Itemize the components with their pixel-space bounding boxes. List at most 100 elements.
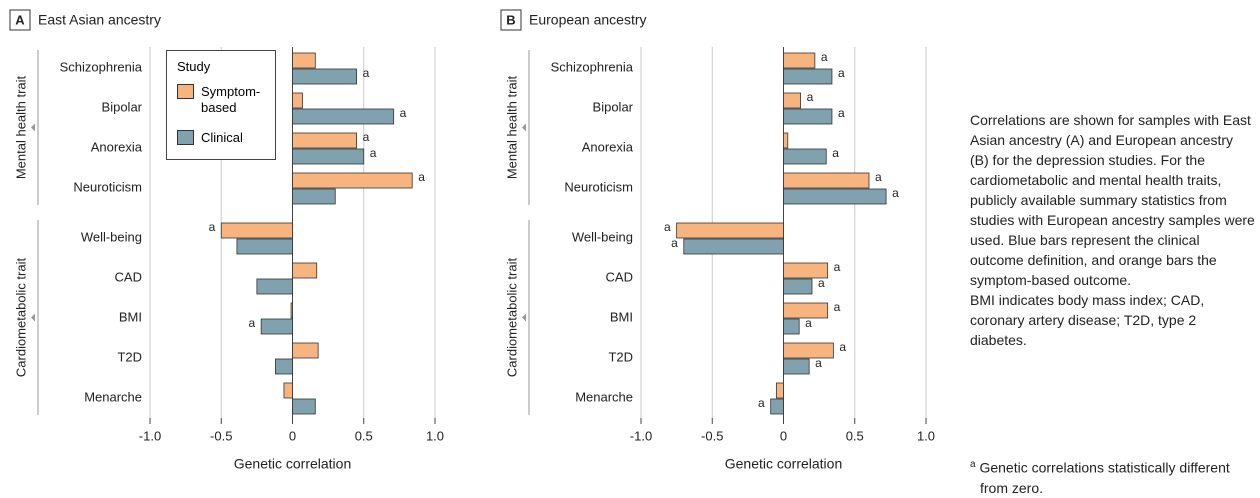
category-label: BMI [610,309,633,324]
group-arrow [522,123,526,132]
legend-label: Symptom-based [201,84,261,115]
bar [292,68,358,85]
x-tick-label: -1.0 [630,428,652,443]
bar [770,398,784,415]
bar [292,398,316,415]
x-tick-label: 0.5 [355,428,373,443]
bar [274,358,293,375]
significance-label: a [832,146,839,160]
category-label: Bipolar [102,99,143,114]
category-label: Neuroticism [564,179,633,194]
significance-label: a [805,316,812,330]
category-label: Well-being [572,229,633,244]
bar [683,238,784,255]
abbreviations: BMI indicates body mass index; CAD, coro… [970,292,1205,348]
bar [292,262,318,279]
legend-swatch [177,130,194,145]
panel-box [500,9,522,31]
caption-text: Correlations are shown for samples with … [970,112,1255,288]
x-tick-label: -0.5 [701,428,723,443]
panel-title: East Asian ancestry [38,12,161,28]
significance-label: a [838,66,845,80]
significance-label: a [370,146,377,160]
significance-label: a [363,66,370,80]
x-tick-label: 0.5 [846,428,864,443]
significance-label: a [418,170,425,184]
significance-label: a [758,396,765,410]
legend-swatch [177,84,194,99]
bar [783,92,802,109]
legend: Study Symptom-based Clinical [166,50,276,160]
significance-label: a [248,316,255,330]
bar [292,132,358,149]
bar [220,222,293,239]
category-label: Neuroticism [73,179,142,194]
category-label: Menarche [575,389,633,404]
group-label: Cardiometabolic trait [13,258,28,378]
significance-label: a [834,260,841,274]
bar [783,262,829,279]
x-tick-label: 1.0 [917,428,935,443]
bar [775,382,784,399]
bar [292,188,336,205]
significance-label: a [815,356,822,370]
category-label: CAD [115,269,142,284]
bar [256,278,293,295]
panel-label: B [506,12,515,27]
panel-box [9,9,31,31]
bar [292,148,365,165]
category-label: CAD [606,269,633,284]
bar [783,278,813,295]
significance-label: a [363,130,370,144]
bar [260,318,293,335]
category-label: T2D [117,349,142,364]
bar [783,302,829,319]
category-label: Well-being [81,229,142,244]
significance-label: a [892,186,899,200]
footnote-text: Genetic correlations statistically diffe… [979,459,1230,496]
significance-label: a [400,106,407,120]
group-arrow [31,313,35,322]
group-label: Mental health trait [13,75,28,179]
bar [783,188,887,205]
category-label: Anorexia [582,139,634,154]
group-arrow [522,313,526,322]
bar [236,238,293,255]
x-tick-label: -0.5 [210,428,232,443]
bar [290,302,293,319]
significance-label: a [834,300,841,314]
group-label: Mental health trait [504,75,519,179]
category-label: Bipolar [593,99,634,114]
x-tick-label: -1.0 [139,428,161,443]
bar [283,382,293,399]
bar [783,108,833,125]
group-arrow [31,123,35,132]
x-axis-label: Genetic correlation [725,456,843,472]
footnote: a Genetic correlations statistically dif… [970,455,1250,498]
bar [783,52,816,69]
bar [783,342,834,359]
category-label: Anorexia [91,139,143,154]
category-label: Schizophrenia [60,59,143,74]
footnote-marker: a [970,459,976,470]
x-tick-label: 1.0 [426,428,444,443]
significance-label: a [671,236,678,250]
significance-label: a [839,340,846,354]
legend-label: Clinical [201,130,243,145]
x-tick-label: 0 [289,428,296,443]
bar [292,108,395,125]
significance-label: a [664,220,671,234]
caption: Correlations are shown for samples with … [970,110,1255,350]
category-label: Menarche [84,389,142,404]
bar [676,222,784,239]
bar [292,172,413,189]
significance-label: a [875,170,882,184]
bar [783,132,789,149]
x-axis-label: Genetic correlation [234,456,352,472]
significance-label: a [818,276,825,290]
group-label: Cardiometabolic trait [504,258,519,378]
bar [292,52,316,69]
significance-label: a [821,50,828,64]
